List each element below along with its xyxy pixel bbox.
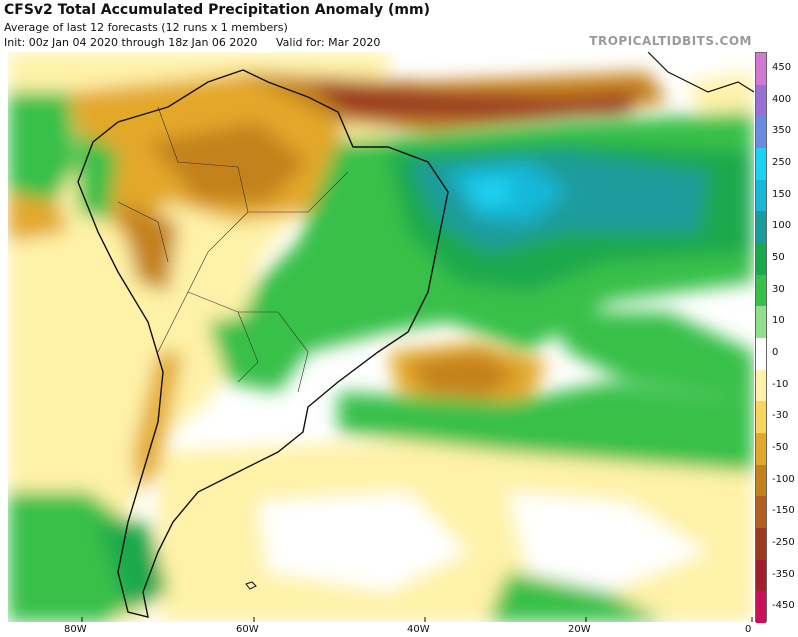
south-america-coastline	[77, 69, 449, 618]
valid-time-text: Valid for: Mar 2020	[276, 36, 381, 49]
map-subtitle: Average of last 12 forecasts (12 runs x …	[4, 21, 288, 34]
init-time-text: Init: 00z Jan 04 2020 through 18z Jan 06…	[4, 36, 258, 49]
colorbar-segment	[756, 338, 766, 371]
longitude-ticks	[81, 617, 753, 622]
colorbar-segment	[756, 591, 766, 624]
colorbar-segment	[756, 528, 766, 561]
colorbar-label: -50	[772, 441, 789, 453]
africa-coastline	[647, 52, 754, 93]
colorbar-label: 30	[772, 283, 785, 295]
colorbar-segment	[756, 306, 766, 339]
colorbar-label: 450	[772, 61, 792, 73]
colorbar-segment	[756, 179, 766, 212]
lon-tick-20w: 20W	[568, 624, 591, 635]
colorbar-label: 400	[772, 93, 792, 105]
colorbar-segment	[756, 274, 766, 307]
map-title: CFSv2 Total Accumulated Precipitation An…	[4, 2, 430, 18]
anomaly-field	[8, 52, 754, 622]
colorbar-segment	[756, 148, 766, 181]
colorbar-label: 250	[772, 156, 792, 168]
colorbar-segment	[756, 84, 766, 117]
colorbar-label: 350	[772, 125, 792, 137]
colorbar-segment	[756, 496, 766, 529]
falkland-islands	[245, 581, 257, 590]
colorbar-label: -10	[772, 378, 789, 390]
colorbar-segment	[756, 369, 766, 402]
colorbar-label: 150	[772, 188, 792, 200]
colorbar-segment	[756, 559, 766, 592]
lon-tick-80w: 80W	[64, 624, 87, 635]
colorbar-segment	[756, 464, 766, 497]
brand-watermark: TROPICALTIDBITS.COM	[589, 34, 752, 48]
colorbar-label: 0	[772, 346, 779, 358]
colorbar-label: 50	[772, 251, 785, 263]
lon-tick-60w: 60W	[236, 624, 259, 635]
colorbar-label: -30	[772, 410, 789, 422]
colorbar-label: -350	[772, 568, 795, 580]
colorbar-label: -450	[772, 600, 795, 612]
precipitation-anomaly-map	[8, 52, 754, 622]
colorbar-segment	[756, 401, 766, 434]
colorbar-segment	[756, 116, 766, 149]
colorbar-label: -150	[772, 505, 795, 517]
colorbar-segment	[756, 243, 766, 276]
colorbar-label: -250	[772, 536, 795, 548]
colorbar-segment	[756, 433, 766, 466]
colorbar-label: -100	[772, 473, 795, 485]
map-canvas	[8, 52, 754, 622]
country-borders	[117, 106, 349, 393]
lon-tick-0: 0	[745, 624, 752, 635]
colorbar-label: 100	[772, 220, 792, 232]
colorbar	[755, 52, 767, 624]
colorbar-label: 10	[772, 315, 785, 327]
lon-tick-40w: 40W	[407, 624, 430, 635]
colorbar-segment	[756, 53, 766, 86]
colorbar-segment	[756, 211, 766, 244]
